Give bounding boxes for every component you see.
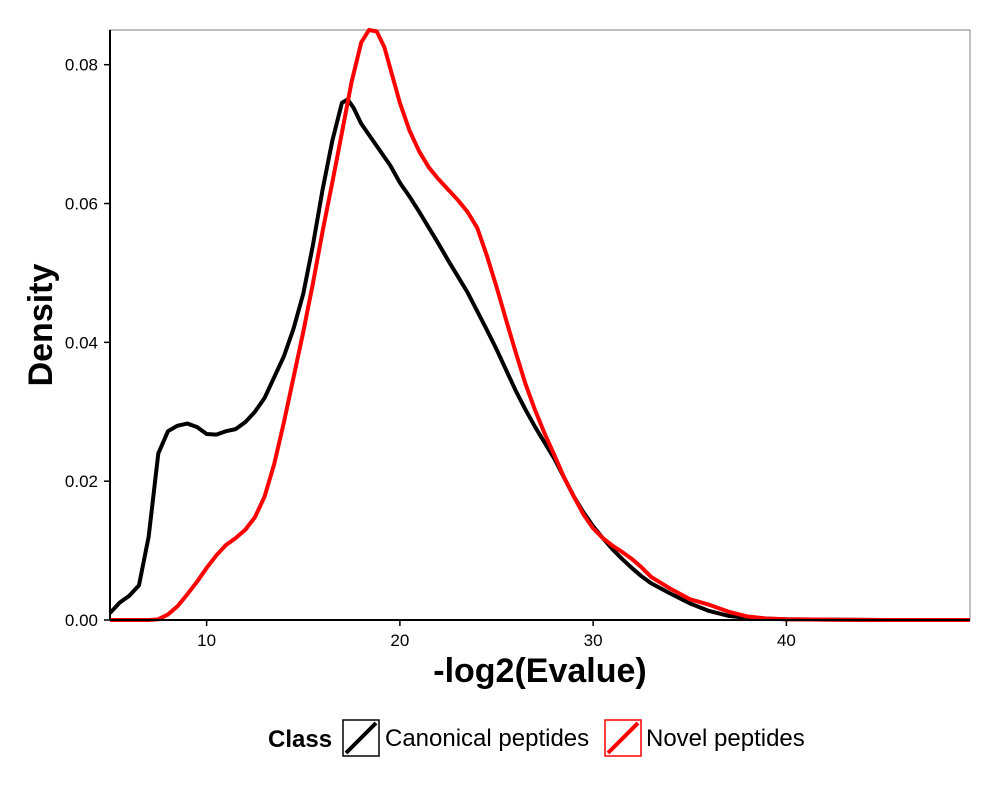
axis-layer: 10 20 30 40 0.00 0.02 0.04 0.06 0.08: [65, 30, 970, 650]
x-tick-label: 40: [777, 631, 796, 650]
y-tick-label: 0.08: [65, 56, 98, 75]
x-tick-label: 20: [390, 631, 409, 650]
y-tick-label: 0.00: [65, 611, 98, 630]
legend-items: Canonical peptides Novel peptides: [342, 719, 805, 757]
legend-label: Novel peptides: [646, 725, 805, 752]
y-tick-label: 0.04: [65, 333, 98, 352]
legend-key-line: [606, 721, 640, 755]
series-layer: [108, 28, 970, 622]
x-tick-label: 10: [197, 631, 216, 650]
legend: Class Canonical peptides Novel peptides: [268, 719, 805, 757]
x-axis-title: -log2(Evalue): [433, 652, 646, 690]
legend-key-line: [344, 721, 378, 755]
y-tick-label: 0.06: [65, 195, 98, 214]
legend-label: Canonical peptides: [385, 725, 589, 752]
series-line-novel: [110, 28, 970, 622]
legend-item-novel: Novel peptides: [604, 719, 805, 757]
y-tick-label: 0.02: [65, 472, 98, 491]
y-axis-title: Density: [22, 264, 60, 387]
x-tick-label: 30: [584, 631, 603, 650]
legend-item-canonical: Canonical peptides: [342, 719, 589, 757]
legend-title: Class: [268, 726, 332, 753]
plot-panel-border: [109, 29, 971, 621]
series-line-canonical: [108, 97, 970, 622]
